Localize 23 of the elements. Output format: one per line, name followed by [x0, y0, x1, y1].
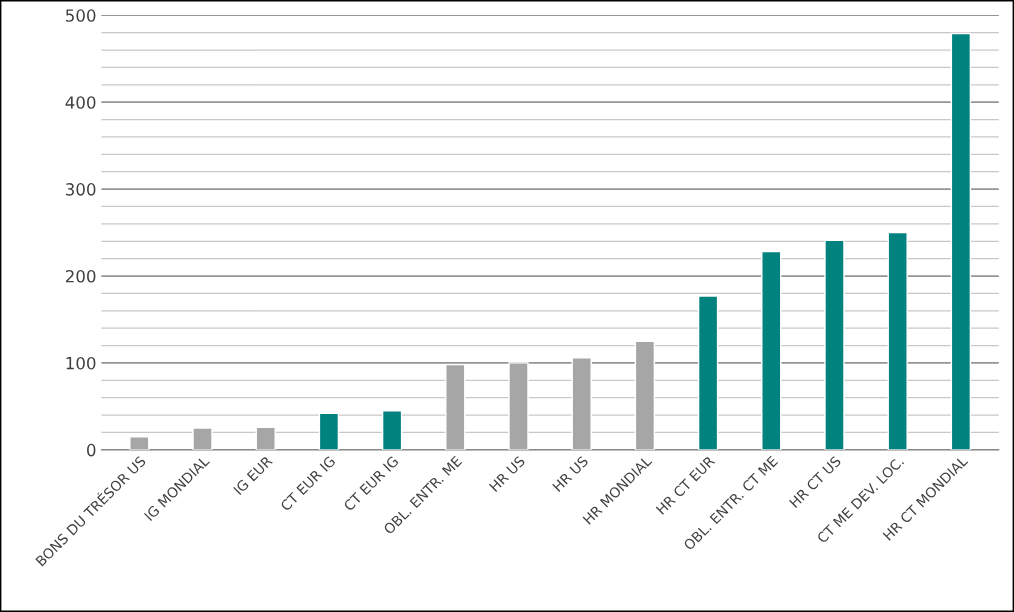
y-tick-label: 200	[65, 269, 96, 283]
bar	[634, 340, 656, 450]
bar	[508, 362, 529, 450]
bar	[950, 32, 972, 450]
bar	[381, 410, 403, 450]
y-tick-label: 0	[87, 443, 96, 457]
y-tick-label: 500	[66, 9, 96, 22]
bar	[255, 426, 276, 450]
x-tick-label: HR US	[488, 455, 526, 493]
y-tick-label: 400	[65, 96, 96, 109]
y-tick-label: 100	[66, 356, 96, 370]
x-tick-label: HR CT US	[788, 455, 842, 509]
bar	[192, 427, 213, 450]
x-tick-label: HR US	[552, 455, 589, 493]
bar	[445, 363, 466, 450]
bar	[129, 436, 150, 450]
bar	[761, 250, 782, 450]
y-tick-label: 300	[66, 183, 96, 196]
bar	[571, 357, 592, 450]
bar	[824, 239, 845, 450]
bar	[697, 295, 719, 450]
bar	[318, 412, 340, 450]
bar	[887, 231, 908, 450]
